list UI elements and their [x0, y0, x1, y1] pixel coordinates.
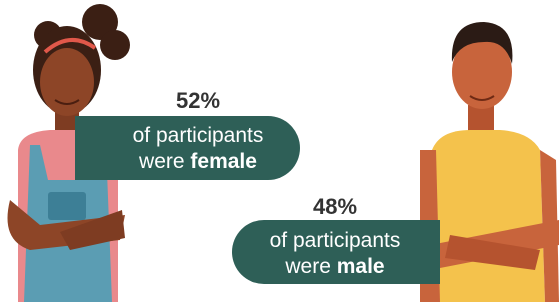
- male-percent: 48%: [313, 194, 357, 219]
- male-figure: [420, 22, 559, 302]
- male-line1: of participants: [270, 229, 401, 252]
- infographic: 52% of participants were female 48% of p…: [0, 0, 559, 302]
- female-were: were: [138, 150, 185, 173]
- female-line1: of participants: [133, 124, 264, 147]
- male-emphasis: male: [337, 255, 385, 278]
- female-emphasis: female: [190, 150, 257, 173]
- page: 52% of participants were female 48% of p…: [0, 0, 559, 302]
- male-were: were: [284, 255, 331, 278]
- female-percent: 52%: [176, 88, 220, 113]
- male-line2: were male: [284, 255, 384, 278]
- female-line2: were female: [138, 150, 257, 173]
